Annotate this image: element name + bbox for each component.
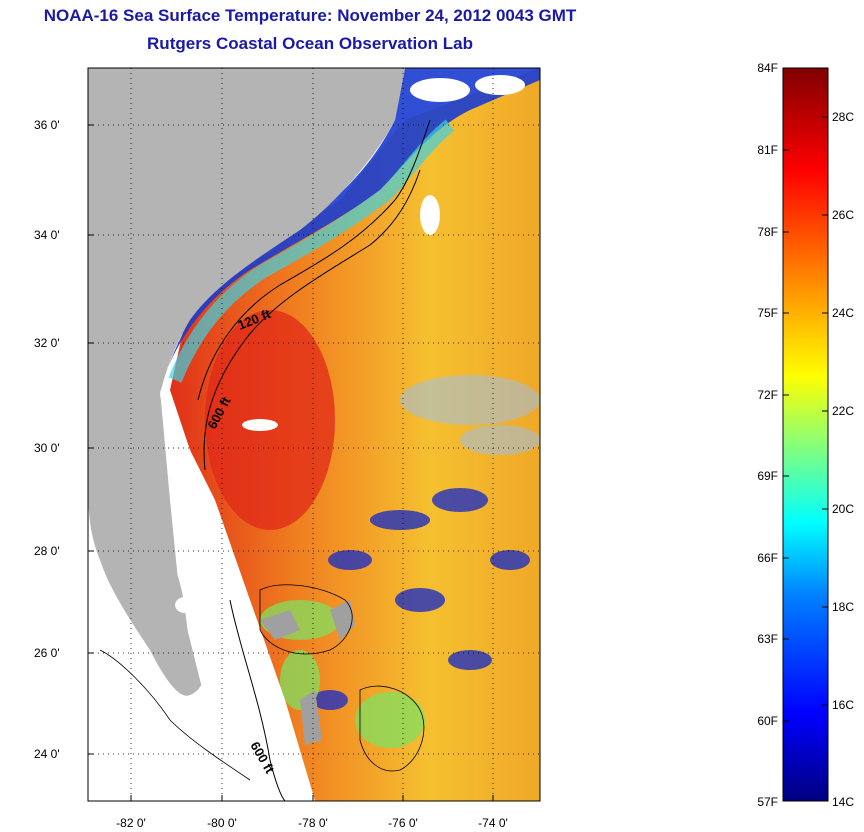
- contour-keys: [99, 649, 251, 781]
- land-florida: [88, 488, 193, 696]
- lat-label: 34 0': [34, 228, 60, 242]
- light-cloud-band: [400, 375, 540, 455]
- lon-label: -80 0': [207, 816, 237, 830]
- axis-ticks: [88, 124, 494, 801]
- colorbar-f-label: 81F: [757, 143, 778, 157]
- no-data-wedge: [160, 390, 315, 801]
- lon-label: -82 0': [116, 816, 146, 830]
- colorbar-c-label: 28C: [832, 110, 855, 124]
- lat-label: 28 0': [34, 544, 60, 558]
- colorbar-f-label: 60F: [757, 714, 778, 728]
- contour-600ft-south: [229, 599, 286, 801]
- land-bahamas: [260, 600, 355, 745]
- lat-label: 30 0': [34, 441, 60, 455]
- lat-label: 32 0': [34, 336, 60, 350]
- colorbar-f-label: 66F: [757, 551, 778, 565]
- white-clouds: [242, 75, 525, 431]
- lat-label: 24 0': [34, 747, 60, 761]
- lat-label: 26 0': [34, 646, 60, 660]
- colorbar-c-label: 24C: [832, 306, 855, 320]
- colorbar-c-label: 14C: [832, 795, 855, 809]
- plot-frame: [87, 67, 541, 802]
- land-southeast-us: [88, 68, 405, 695]
- colorbar-c-label: 22C: [832, 404, 855, 418]
- colorbar-f-label: 69F: [757, 469, 778, 483]
- lon-label: -78 0': [298, 816, 328, 830]
- contour-120ft: [197, 119, 431, 401]
- colorbar-ticks: [783, 67, 828, 802]
- lon-label: -76 0': [388, 816, 418, 830]
- contour-bahamas: [259, 584, 353, 655]
- colorbar-c-label: 16C: [832, 698, 855, 712]
- colorbar-f-label: 72F: [757, 388, 778, 402]
- colorbar-c-label: 26C: [832, 208, 855, 222]
- cloud-patches: [312, 488, 530, 710]
- gridlines: [88, 68, 540, 801]
- contour-bahamas-south: [359, 685, 425, 772]
- contour-600ft: [203, 169, 421, 471]
- lon-label: -74 0': [478, 816, 508, 830]
- colorbar-f-label: 78F: [757, 225, 778, 239]
- colorbar-c-label: 18C: [832, 600, 855, 614]
- lake-okeechobee: [175, 597, 195, 613]
- colorbar-f-label: 57F: [757, 795, 778, 809]
- lat-label: 36 0': [34, 118, 60, 132]
- colorbar-f-label: 75F: [757, 306, 778, 320]
- colorbar: [782, 67, 829, 802]
- colorbar-f-label: 63F: [757, 632, 778, 646]
- cyan-coastal-strip: [168, 119, 455, 383]
- colorbar-c-label: 20C: [832, 502, 855, 516]
- warm-core: [205, 310, 335, 530]
- colorbar-f-label: 84F: [757, 61, 778, 75]
- map-title: NOAA-16 Sea Surface Temperature: Novembe…: [43, 6, 577, 25]
- map-subtitle: Rutgers Coastal Ocean Observation Lab: [147, 34, 473, 53]
